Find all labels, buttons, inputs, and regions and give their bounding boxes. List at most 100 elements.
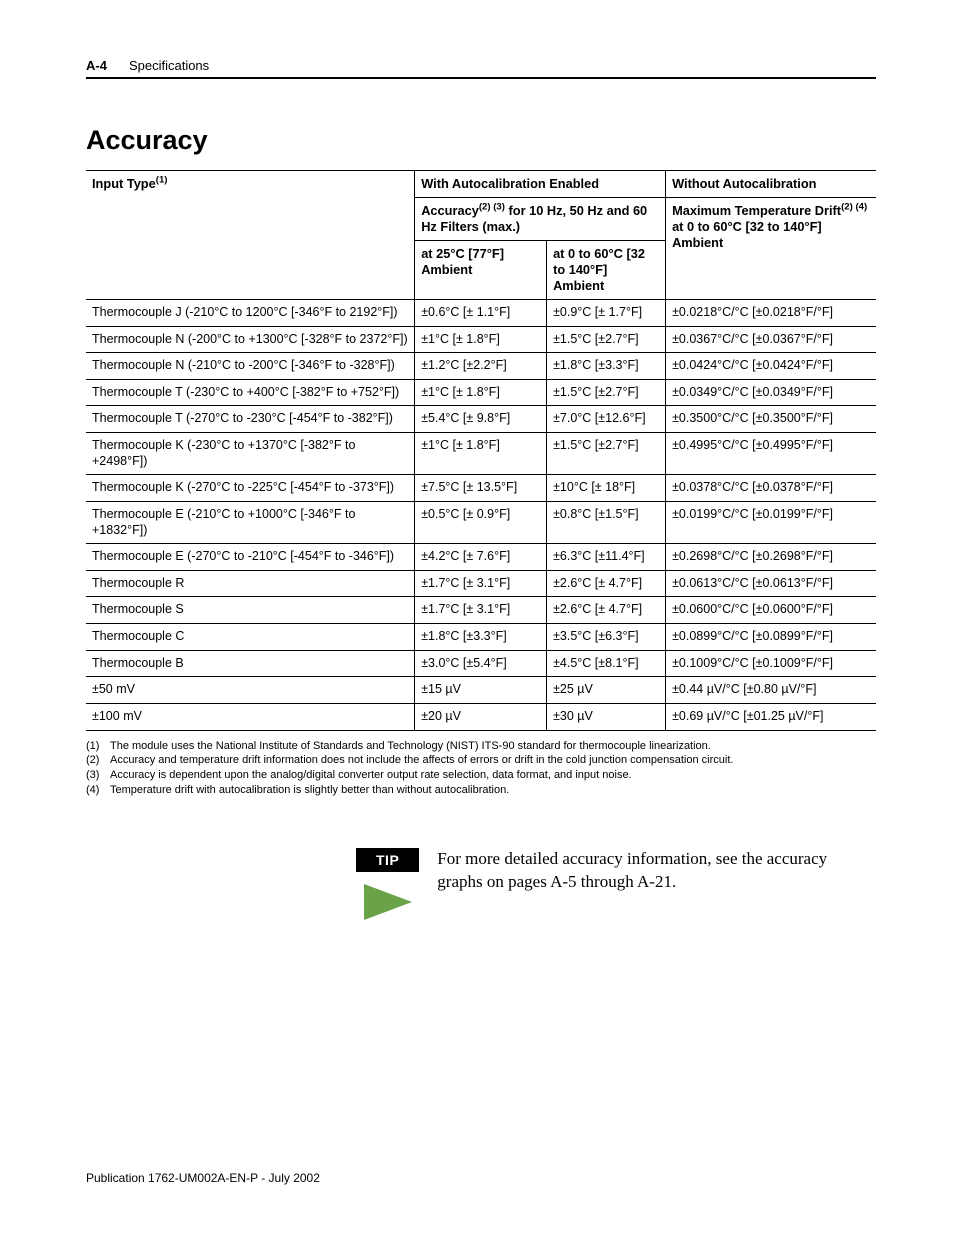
tip-badge: TIP <box>356 848 419 872</box>
cell-drift: ±0.4995°C/°C [±0.4995°F/°F] <box>666 433 876 475</box>
footnote-4-text: Temperature drift with autocalibration i… <box>110 783 509 798</box>
cell-drift: ±0.0600°C/°C [±0.0600°F/°F] <box>666 597 876 624</box>
th-accuracy-sup: (2) (3) <box>479 202 505 213</box>
cell-a25: ±1.7°C [± 3.1°F] <box>415 597 547 624</box>
tip-block: TIP For more detailed accuracy informati… <box>356 848 876 922</box>
cell-a060: ±3.5°C [±6.3°F] <box>547 624 666 651</box>
footnote-3-text: Accuracy is dependent upon the analog/di… <box>110 768 632 783</box>
tip-text: For more detailed accuracy information, … <box>437 848 847 894</box>
footnote-4: (4)Temperature drift with autocalibratio… <box>86 783 876 798</box>
cell-a060: ±6.3°C [±11.4°F] <box>547 544 666 571</box>
cell-input: ±100 mV <box>86 703 415 730</box>
cell-drift: ±0.2698°C/°C [±0.2698°F/°F] <box>666 544 876 571</box>
header-section: Specifications <box>129 58 209 73</box>
table-row: Thermocouple K (-270°C to -225°C [-454°F… <box>86 475 876 502</box>
cell-input: Thermocouple C <box>86 624 415 651</box>
cell-a060: ±0.8°C [±1.5°F] <box>547 501 666 543</box>
cell-input: Thermocouple S <box>86 597 415 624</box>
cell-a060: ±7.0°C [±12.6°F] <box>547 406 666 433</box>
table-row: Thermocouple C±1.8°C [±3.3°F]±3.5°C [±6.… <box>86 624 876 651</box>
cell-a060: ±1.5°C [±2.7°F] <box>547 326 666 353</box>
cell-input: Thermocouple N (-210°C to -200°C [-346°F… <box>86 353 415 380</box>
cell-a060: ±4.5°C [±8.1°F] <box>547 650 666 677</box>
cell-drift: ±0.3500°C/°C [±0.3500°F/°F] <box>666 406 876 433</box>
header-rule <box>86 77 876 79</box>
th-at25: at 25°C [77°F] Ambient <box>415 240 547 299</box>
cell-a060: ±1.8°C [±3.3°F] <box>547 353 666 380</box>
footnote-1: (1)The module uses the National Institut… <box>86 739 876 754</box>
cell-a060: ±1.5°C [±2.7°F] <box>547 433 666 475</box>
cell-input: Thermocouple B <box>86 650 415 677</box>
accuracy-table: Input Type(1) With Autocalibration Enabl… <box>86 170 876 731</box>
cell-a25: ±1.7°C [± 3.1°F] <box>415 570 547 597</box>
cell-drift: ±0.0367°C/°C [±0.0367°F/°F] <box>666 326 876 353</box>
th-with-autocal: With Autocalibration Enabled <box>415 171 666 198</box>
cell-input: Thermocouple K (-270°C to -225°C [-454°F… <box>86 475 415 502</box>
th-accuracy-prefix: Accuracy <box>421 203 479 218</box>
footnote-3: (3)Accuracy is dependent upon the analog… <box>86 768 876 783</box>
table-row: Thermocouple N (-200°C to +1300°C [-328°… <box>86 326 876 353</box>
cell-drift: ±0.0613°C/°C [±0.0613°F/°F] <box>666 570 876 597</box>
cell-input: ±50 mV <box>86 677 415 704</box>
table-row: Thermocouple B±3.0°C [±5.4°F]±4.5°C [±8.… <box>86 650 876 677</box>
cell-a25: ±0.6°C [± 1.1°F] <box>415 299 547 326</box>
cell-drift: ±0.1009°C/°C [±0.1009°F/°F] <box>666 650 876 677</box>
th-input-type: Input Type(1) <box>86 171 415 300</box>
cell-drift: ±0.0424°C/°C [±0.0424°F/°F] <box>666 353 876 380</box>
th-input-type-text: Input Type <box>92 176 156 191</box>
cell-a25: ±4.2°C [± 7.6°F] <box>415 544 547 571</box>
cell-drift: ±0.0899°C/°C [±0.0899°F/°F] <box>666 624 876 651</box>
footnotes: (1)The module uses the National Institut… <box>86 739 876 798</box>
table-row: Thermocouple R±1.7°C [± 3.1°F]±2.6°C [± … <box>86 570 876 597</box>
cell-input: Thermocouple T (-270°C to -230°C [-454°F… <box>86 406 415 433</box>
section-title: Accuracy <box>86 125 876 156</box>
publication-line: Publication 1762-UM002A-EN-P - July 2002 <box>86 1171 320 1185</box>
table-row: Thermocouple K (-230°C to +1370°C [-382°… <box>86 433 876 475</box>
cell-a25: ±1.8°C [±3.3°F] <box>415 624 547 651</box>
th-drift-at: at 0 to 60°C [32 to 140°F] Ambient <box>672 219 822 250</box>
footnote-1-text: The module uses the National Institute o… <box>110 739 711 754</box>
th-drift-sup: (2) (4) <box>841 202 867 213</box>
cell-drift: ±0.0349°C/°C [±0.0349°F/°F] <box>666 379 876 406</box>
table-row: Thermocouple T (-230°C to +400°C [-382°F… <box>86 379 876 406</box>
cell-a25: ±5.4°C [± 9.8°F] <box>415 406 547 433</box>
cell-a25: ±7.5°C [± 13.5°F] <box>415 475 547 502</box>
table-row: ±100 mV±20 µV±30 µV±0.69 µV/°C [±01.25 µ… <box>86 703 876 730</box>
cell-input: Thermocouple T (-230°C to +400°C [-382°F… <box>86 379 415 406</box>
running-header: A-4 Specifications <box>86 58 876 73</box>
cell-a25: ±1°C [± 1.8°F] <box>415 379 547 406</box>
cell-drift: ±0.69 µV/°C [±01.25 µV/°F] <box>666 703 876 730</box>
footnote-2-text: Accuracy and temperature drift informati… <box>110 753 733 768</box>
footnote-2: (2)Accuracy and temperature drift inform… <box>86 753 876 768</box>
cell-input: Thermocouple R <box>86 570 415 597</box>
cell-drift: ±0.0378°C/°C [±0.0378°F/°F] <box>666 475 876 502</box>
cell-a25: ±1°C [± 1.8°F] <box>415 433 547 475</box>
page-number: A-4 <box>86 58 107 73</box>
cell-input: Thermocouple E (-270°C to -210°C [-454°F… <box>86 544 415 571</box>
cell-a060: ±1.5°C [±2.7°F] <box>547 379 666 406</box>
cell-a060: ±10°C [± 18°F] <box>547 475 666 502</box>
table-row: Thermocouple T (-270°C to -230°C [-454°F… <box>86 406 876 433</box>
cell-input: Thermocouple J (-210°C to 1200°C [-346°F… <box>86 299 415 326</box>
table-row: Thermocouple N (-210°C to -200°C [-346°F… <box>86 353 876 380</box>
cell-a25: ±20 µV <box>415 703 547 730</box>
cell-drift: ±0.0199°C/°C [±0.0199°F/°F] <box>666 501 876 543</box>
th-input-type-sup: (1) <box>156 175 168 186</box>
table-row: ±50 mV±15 µV±25 µV±0.44 µV/°C [±0.80 µV/… <box>86 677 876 704</box>
cell-a25: ±1.2°C [±2.2°F] <box>415 353 547 380</box>
cell-input: Thermocouple K (-230°C to +1370°C [-382°… <box>86 433 415 475</box>
cell-a25: ±3.0°C [±5.4°F] <box>415 650 547 677</box>
cell-a060: ±2.6°C [± 4.7°F] <box>547 570 666 597</box>
cell-a25: ±15 µV <box>415 677 547 704</box>
cell-a060: ±30 µV <box>547 703 666 730</box>
cell-drift: ±0.44 µV/°C [±0.80 µV/°F] <box>666 677 876 704</box>
cell-a060: ±2.6°C [± 4.7°F] <box>547 597 666 624</box>
cell-drift: ±0.0218°C/°C [±0.0218°F/°F] <box>666 299 876 326</box>
table-row: Thermocouple E (-210°C to +1000°C [-346°… <box>86 501 876 543</box>
cell-a25: ±0.5°C [± 0.9°F] <box>415 501 547 543</box>
cell-input: Thermocouple E (-210°C to +1000°C [-346°… <box>86 501 415 543</box>
play-icon <box>362 882 414 922</box>
table-row: Thermocouple S±1.7°C [± 3.1°F]±2.6°C [± … <box>86 597 876 624</box>
table-row: Thermocouple E (-270°C to -210°C [-454°F… <box>86 544 876 571</box>
th-accuracy: Accuracy(2) (3) for 10 Hz, 50 Hz and 60 … <box>415 197 666 240</box>
